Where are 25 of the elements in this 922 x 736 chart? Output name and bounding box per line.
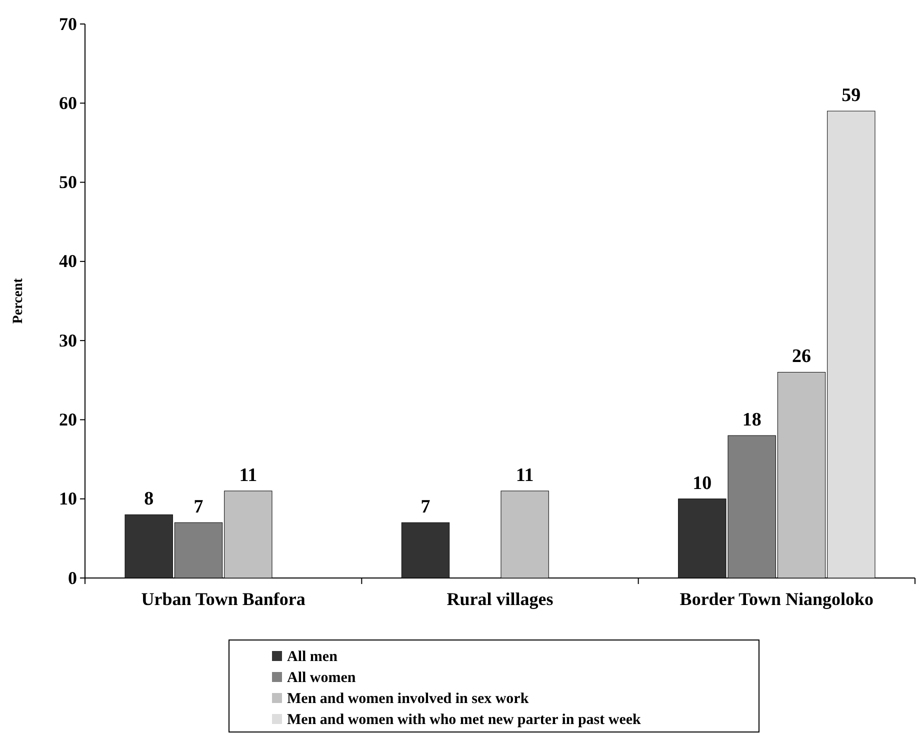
legend-label: Men and women involved in sex work xyxy=(287,691,530,707)
data-label: 18 xyxy=(742,410,762,431)
legend-label: All women xyxy=(287,670,356,686)
data-label: 7 xyxy=(194,496,204,518)
data-label: 10 xyxy=(692,472,712,494)
data-label: 11 xyxy=(239,464,258,486)
y-tick-label: 70 xyxy=(59,14,77,34)
x-tick-label: Urban Town Banfora xyxy=(141,588,306,609)
data-label: 11 xyxy=(516,464,534,486)
y-tick-label: 10 xyxy=(59,488,77,509)
legend-label: Men and women with who met new parter in past week xyxy=(287,712,642,728)
data-label: 8 xyxy=(144,488,154,510)
y-axis-title: Percent xyxy=(11,278,26,324)
y-tick-label: 0 xyxy=(68,568,77,588)
data-label: 59 xyxy=(842,85,861,106)
x-tick-label: Rural villages xyxy=(446,588,554,609)
y-tick-label: 30 xyxy=(59,330,77,350)
y-tick-label: 50 xyxy=(59,172,77,192)
legend-label: All men xyxy=(287,649,338,665)
data-label: 7 xyxy=(420,496,431,518)
y-tick-label: 40 xyxy=(59,251,77,272)
y-tick-label: 60 xyxy=(59,92,77,113)
data-label: 26 xyxy=(792,346,811,368)
x-tick-label: Border Town Niangoloko xyxy=(680,588,874,609)
y-tick-label: 20 xyxy=(59,409,77,430)
